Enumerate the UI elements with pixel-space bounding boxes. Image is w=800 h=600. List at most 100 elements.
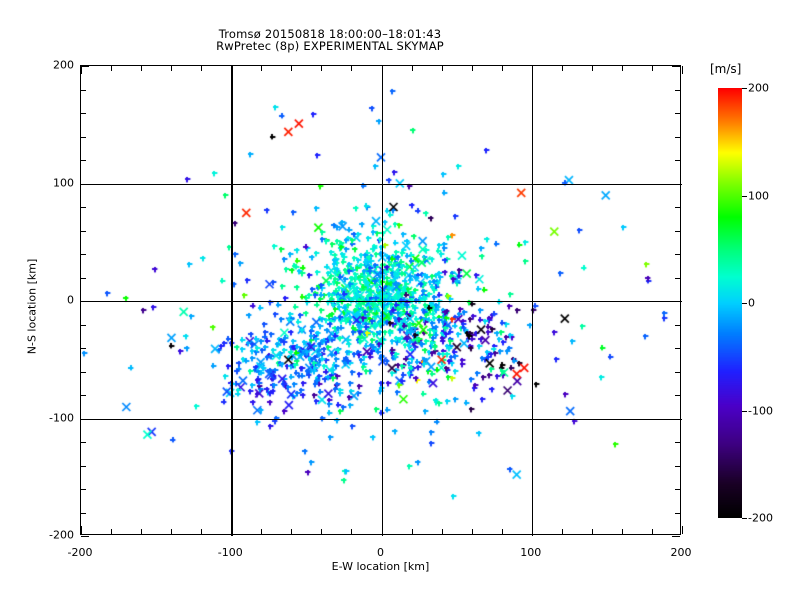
y-tick-right: [675, 89, 680, 91]
y-tick: [81, 136, 86, 138]
colorbar-tick-label: 100: [748, 189, 769, 202]
y-tick-right: [675, 113, 680, 114]
figure-title-line1: Tromsø 20150818 18:00:00–18:01:43: [218, 27, 442, 41]
x-tick-top: [651, 66, 653, 71]
plot-frame: [80, 65, 683, 537]
y-tick-right: [675, 207, 680, 208]
x-tick-top: [471, 66, 473, 71]
colorbar-tick: [742, 88, 747, 89]
x-tick-label: 100: [520, 546, 542, 559]
x-tick-top: [351, 66, 353, 71]
y-tick-right: [675, 489, 680, 490]
y-tick: [81, 324, 86, 326]
x-tick: [231, 526, 233, 534]
y-tick: [81, 395, 86, 396]
y-tick-right: [675, 230, 680, 232]
x-tick: [501, 529, 503, 534]
x-axis-title: E-W location [km]: [331, 560, 430, 573]
x-tick: [141, 529, 143, 534]
colorbar-tick: [742, 195, 747, 197]
figure-title-line2: RwPretec (8p) EXPERIMENTAL SKYMAP: [216, 39, 444, 53]
x-tick: [201, 529, 203, 534]
y-tick: [81, 348, 86, 349]
y-tick-label: 200: [53, 58, 74, 72]
colorbar-tick-label: 0: [748, 296, 755, 310]
y-tick: [81, 230, 86, 232]
x-tick: [591, 529, 593, 534]
y-tick: [81, 113, 86, 114]
y-tick: [81, 183, 89, 185]
y-tick-right: [675, 348, 680, 349]
y-tick-right: [675, 465, 680, 467]
x-tick: [471, 529, 473, 534]
colorbar-tick-label: -100: [748, 404, 773, 417]
colorbar-tick: [742, 303, 747, 304]
x-tick-top: [621, 66, 623, 71]
y-tick-right: [675, 254, 680, 255]
x-tick: [381, 526, 383, 534]
y-tick: [81, 512, 86, 514]
y-tick: [81, 277, 86, 279]
gridline-horizontal: [81, 418, 682, 420]
x-tick: [291, 529, 293, 534]
y-tick-right: [672, 536, 680, 537]
x-tick-top: [111, 66, 113, 71]
colorbar-tick-label: 200: [748, 81, 769, 95]
x-tick-top: [531, 66, 533, 74]
x-tick-top: [411, 66, 413, 71]
y-tick: [81, 66, 89, 67]
y-tick: [81, 301, 89, 302]
y-tick: [81, 254, 86, 255]
x-tick: [561, 529, 563, 534]
y-tick: [81, 160, 86, 161]
x-tick-label: 0: [377, 546, 384, 559]
y-tick-right: [672, 301, 680, 302]
colorbar-tick-label: -200: [748, 511, 773, 525]
x-tick: [81, 526, 82, 534]
y-tick: [81, 418, 89, 420]
y-tick: [81, 489, 86, 490]
x-tick-top: [141, 66, 143, 71]
gridline-horizontal: [81, 301, 682, 303]
y-tick-label: -100: [49, 411, 74, 424]
x-tick: [621, 529, 623, 534]
x-tick-top: [81, 66, 82, 74]
y-tick-right: [672, 418, 680, 420]
x-tick-label: 200: [670, 546, 692, 559]
x-tick: [531, 526, 533, 534]
x-tick: [651, 529, 653, 534]
y-axis-title: N-S location [km]: [25, 258, 39, 355]
y-tick: [81, 465, 86, 467]
y-tick-label: -200: [49, 528, 74, 542]
gridline-horizontal: [81, 183, 682, 185]
x-tick-top: [561, 66, 563, 71]
x-tick-top: [291, 66, 293, 71]
x-tick-top: [201, 66, 203, 71]
x-tick-top: [231, 66, 233, 74]
y-tick-label: 0: [67, 293, 74, 307]
y-tick: [81, 536, 89, 537]
y-tick: [81, 89, 86, 91]
x-tick: [682, 526, 683, 534]
y-tick-right: [675, 277, 680, 279]
y-tick-right: [675, 442, 680, 443]
x-tick: [111, 529, 113, 534]
y-tick-right: [675, 136, 680, 138]
x-tick-top: [441, 66, 443, 71]
y-tick-right: [672, 183, 680, 185]
colorbar-gradient: [718, 88, 742, 518]
x-tick-top: [321, 66, 323, 71]
y-tick: [81, 207, 86, 208]
x-tick-top: [591, 66, 593, 71]
y-tick-right: [675, 324, 680, 326]
y-tick-right: [675, 160, 680, 161]
colorbar-tick: [742, 410, 747, 412]
y-tick: [81, 371, 86, 373]
colorbar-unit-label: [m/s]: [710, 62, 742, 76]
x-tick-top: [381, 66, 383, 74]
y-tick-right: [675, 371, 680, 373]
x-tick: [171, 529, 173, 534]
x-tick-top: [501, 66, 503, 71]
x-tick: [411, 529, 413, 534]
